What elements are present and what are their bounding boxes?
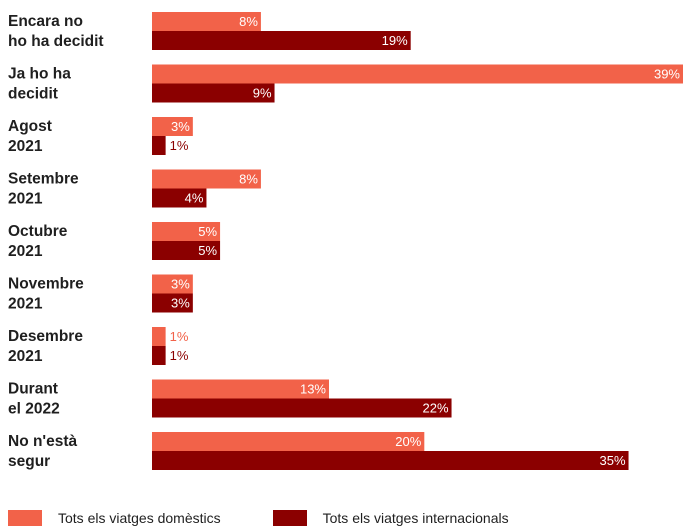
data-label-domestic: 39% xyxy=(654,67,680,82)
data-label-domestic: 5% xyxy=(198,224,217,239)
category-label-line: No n'està xyxy=(8,433,78,450)
category-label-line: segur xyxy=(8,453,50,470)
bar-domestic xyxy=(152,379,329,399)
data-label-domestic: 20% xyxy=(395,434,421,449)
data-label-international: 35% xyxy=(600,453,626,468)
bar-international xyxy=(152,241,221,260)
bar-domestic xyxy=(152,64,683,84)
category-label: No n'està segur xyxy=(8,433,78,470)
bar-international xyxy=(152,398,452,418)
data-label-international: 4% xyxy=(185,191,204,206)
category-label-line: Novembre xyxy=(8,276,84,293)
bar-international xyxy=(152,293,193,313)
data-label-international: 22% xyxy=(423,401,449,416)
category-label: Ja ho ha decidit xyxy=(8,66,71,103)
data-label-international: 3% xyxy=(171,296,190,311)
legend-item-domestic: Tots els viatges domèstics xyxy=(8,510,221,526)
category-label-line: Ja ho ha xyxy=(8,66,71,83)
bar-domestic xyxy=(152,12,261,31)
bar-domestic xyxy=(152,432,425,451)
category-label-line: decidit xyxy=(8,86,58,103)
legend-swatch-domestic xyxy=(8,510,42,526)
data-label-domestic: 1% xyxy=(170,329,189,344)
category-label: Desembre 2021 xyxy=(8,328,83,365)
category-label-line: Encara no xyxy=(8,13,83,30)
data-label-international: 5% xyxy=(198,243,217,258)
category-label-line: 2021 xyxy=(8,348,43,365)
bar-international xyxy=(152,346,166,365)
data-label-domestic: 8% xyxy=(239,172,258,187)
legend-label-international: Tots els viatges internacionals xyxy=(322,510,509,526)
bar-international xyxy=(152,83,275,103)
legend: Tots els viatges domèstics Tots els viat… xyxy=(8,510,561,526)
bar-international xyxy=(152,451,629,470)
category-label-line: Agost xyxy=(8,118,52,135)
category-label-line: Octubre xyxy=(8,223,68,240)
bar-international xyxy=(152,31,411,50)
category-label-line: Durant xyxy=(8,381,58,398)
category-label-line: 2021 xyxy=(8,243,43,260)
category-label-line: 2021 xyxy=(8,296,43,313)
category-label-line: 2021 xyxy=(8,191,43,208)
bar-domestic xyxy=(152,169,261,189)
category-label-line: el 2022 xyxy=(8,401,60,418)
category-label: Octubre 2021 xyxy=(8,223,68,260)
category-label-line: Setembre xyxy=(8,171,79,188)
category-label-line: 2021 xyxy=(8,138,43,155)
category-label: Novembre 2021 xyxy=(8,276,84,313)
data-label-international: 1% xyxy=(170,138,189,153)
legend-swatch-international xyxy=(272,510,307,526)
bar-international xyxy=(152,188,207,208)
category-label: Setembre 2021 xyxy=(8,171,79,208)
data-label-domestic: 3% xyxy=(171,119,190,134)
category-label: Durant el 2022 xyxy=(8,381,60,418)
category-label: Agost 2021 xyxy=(8,118,52,155)
bar-domestic xyxy=(152,327,166,346)
data-label-international: 1% xyxy=(170,348,189,363)
bar-international xyxy=(152,136,166,155)
legend-item-international: Tots els viatges internacionals xyxy=(272,510,509,526)
data-label-international: 19% xyxy=(382,33,408,48)
category-label-line: ho ha decidit xyxy=(8,33,104,50)
bar-domestic xyxy=(152,274,193,294)
bar-domestic xyxy=(152,222,221,241)
data-label-domestic: 13% xyxy=(300,382,326,397)
category-label: Encara no ho ha decidit xyxy=(8,13,104,50)
bar-domestic xyxy=(152,117,193,136)
legend-label-domestic: Tots els viatges domèstics xyxy=(58,510,221,526)
data-label-domestic: 3% xyxy=(171,277,190,292)
data-label-domestic: 8% xyxy=(239,14,258,29)
category-label-line: Desembre xyxy=(8,328,83,345)
data-label-international: 9% xyxy=(253,86,272,101)
